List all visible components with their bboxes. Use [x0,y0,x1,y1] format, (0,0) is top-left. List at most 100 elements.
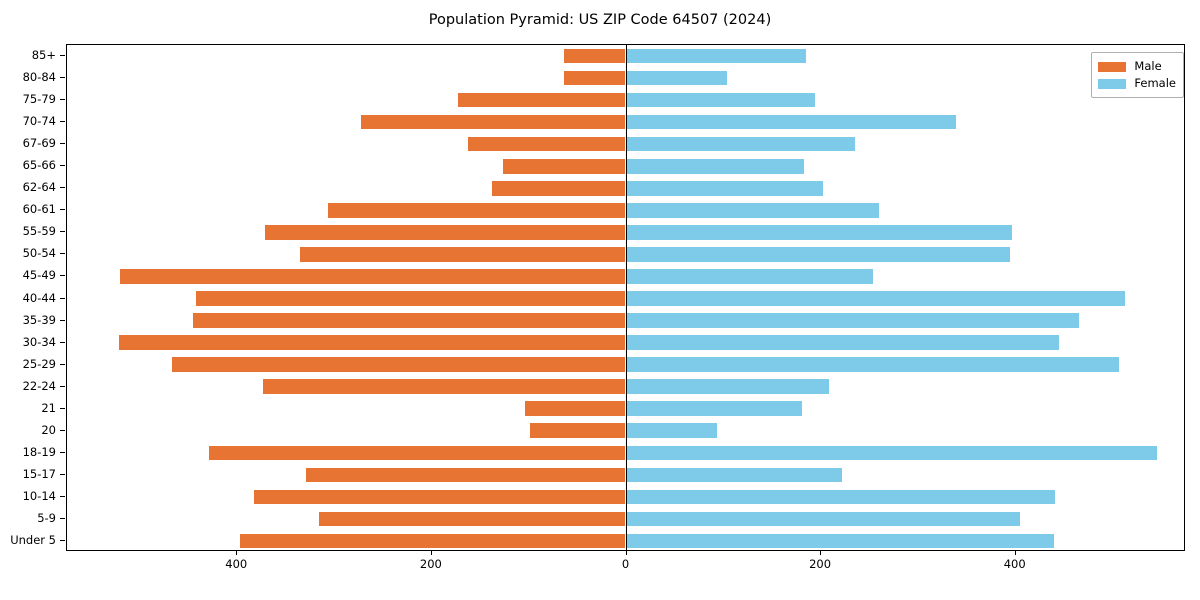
y-axis-tick-label: 70-74 [22,114,56,129]
bar-male [468,136,626,152]
y-axis-tick-label: Under 5 [10,532,56,547]
bar-row [67,48,1184,64]
bar-female [625,335,1059,350]
bar-row [67,269,1184,284]
y-axis-tick [60,165,65,167]
y-axis-tick-label: 67-69 [22,136,56,151]
bar-male [564,48,626,64]
bar-row [67,489,1184,505]
legend-label-female: Female [1134,75,1176,90]
bar-male [208,445,626,461]
y-axis-tick-label: 65-66 [22,158,56,173]
y-axis-tick-label: 21 [41,400,56,415]
bar-male [564,70,626,86]
bar-male [193,313,626,328]
bar-female [625,114,956,130]
bar-row [67,467,1184,483]
y-axis-tick [60,253,65,255]
y-axis-tick-label: 18-19 [22,444,56,459]
x-axis-tick-label: 0 [621,557,630,571]
y-axis-tick [60,297,65,299]
y-axis-tick [60,385,65,387]
bar-female [625,225,1013,240]
bar-male [265,225,626,240]
x-axis-tick [236,551,238,555]
bar-female [625,379,830,394]
x-axis-tick-label: 200 [419,557,442,571]
bars-layer [67,45,1184,550]
bar-row [67,511,1184,527]
y-axis-tick [60,539,65,541]
bar-row [67,357,1184,372]
bar-male [492,181,626,196]
y-axis-tick [60,121,65,123]
bar-row [67,70,1184,86]
bar-row [67,114,1184,130]
y-axis-tick [60,407,65,409]
bar-female [625,357,1119,372]
y-axis-tick-label: 22-24 [22,378,56,393]
y-axis-tick-label: 35-39 [22,312,56,327]
bar-female [625,533,1054,549]
plot-area [66,44,1185,551]
bar-row [67,533,1184,549]
zero-axis-line [625,45,627,550]
bar-male [503,158,626,174]
bar-male [318,511,626,527]
legend-swatch-male-icon [1098,61,1127,72]
bar-row [67,136,1184,152]
bar-female [625,48,807,64]
x-axis-tick-label: 400 [225,557,248,571]
y-axis-tick [60,275,65,277]
x-axis-tick-label: 400 [1003,557,1026,571]
y-axis-tick [60,517,65,519]
y-axis-tick-label: 85+ [31,48,56,63]
bar-male [458,92,626,108]
bar-female [625,313,1080,328]
y-axis-tick [60,55,65,57]
bar-female [625,70,727,86]
bar-female [625,291,1125,306]
bar-row [67,247,1184,262]
bar-row [67,401,1184,416]
bar-male [328,203,626,218]
bar-male [196,291,626,306]
bar-female [625,489,1055,505]
y-axis-tick-label: 55-59 [22,224,56,239]
y-axis-tick [60,429,65,431]
x-axis-tick [1014,551,1016,555]
bar-male [305,467,626,483]
bar-row [67,225,1184,240]
y-axis-tick-label: 5-9 [37,510,56,525]
chart-legend: Male Female [1091,52,1184,98]
bar-male [300,247,626,262]
y-axis-tick-label: 80-84 [22,70,56,85]
bar-female [625,423,717,439]
bar-female [625,269,874,284]
y-axis-tick [60,143,65,145]
bar-female [625,445,1157,461]
bar-female [625,92,815,108]
bar-female [625,158,805,174]
bar-male [120,269,626,284]
bar-male [361,114,626,130]
bar-row [67,92,1184,108]
legend-swatch-female-icon [1098,78,1127,89]
x-axis-tick-label: 200 [809,557,832,571]
x-axis-tick [625,551,627,555]
bar-female [625,181,823,196]
y-axis-tick-label: 25-29 [22,356,56,371]
bar-female [625,247,1011,262]
y-axis-tick-label: 20 [41,422,56,437]
bar-female [625,203,879,218]
bar-female [625,136,855,152]
x-axis-tick [820,551,822,555]
bar-male [119,335,626,350]
y-axis-tick [60,99,65,101]
y-axis-tick-label: 45-49 [22,268,56,283]
y-axis-tick [60,341,65,343]
bar-female [625,467,843,483]
y-axis-tick [60,231,65,233]
y-axis-tick-label: 30-34 [22,334,56,349]
